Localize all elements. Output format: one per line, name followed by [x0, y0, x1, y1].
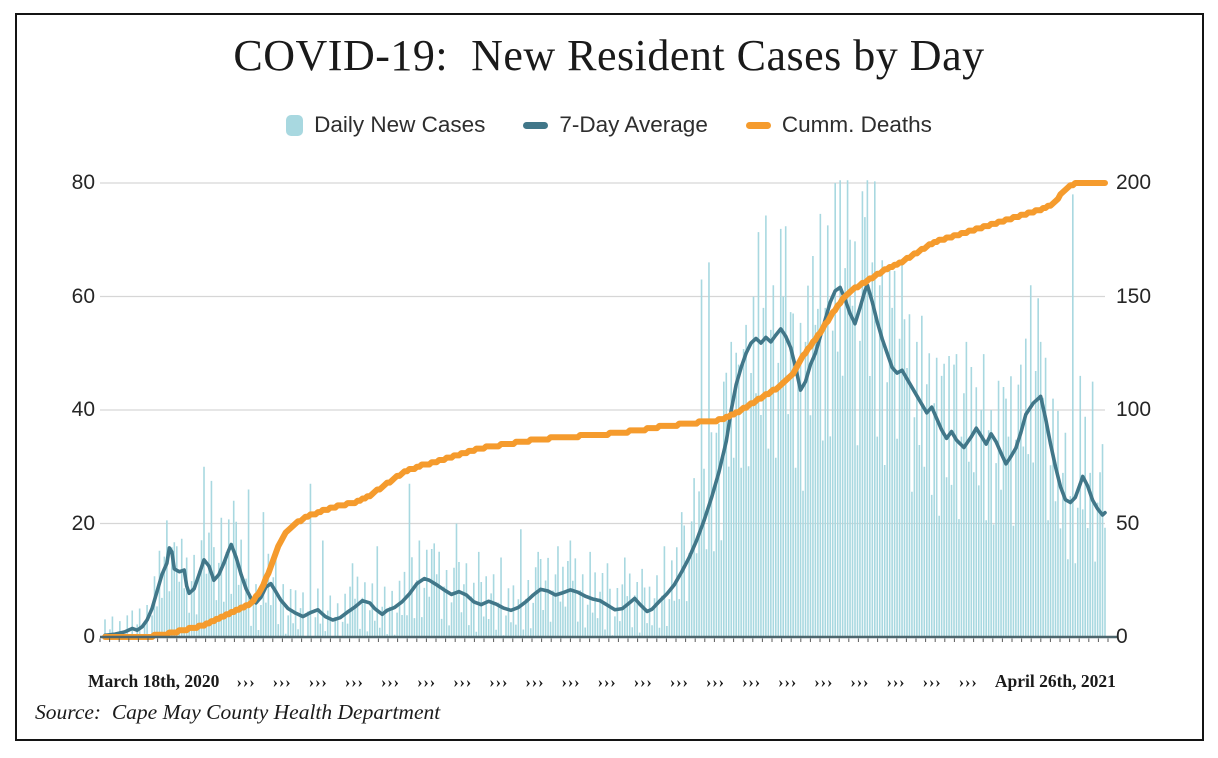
seven-day-average-line: [103, 283, 1107, 638]
x-axis-minor-ticks: [99, 638, 1109, 642]
x-axis-skip-label: ›››: [922, 674, 942, 691]
x-axis-skip-label: ›››: [236, 674, 256, 691]
x-axis-skip-label: ›››: [344, 674, 364, 691]
legend-label: Daily New Cases: [314, 112, 486, 137]
daily-new-cases-swatch-icon: [286, 114, 304, 136]
y-axis-right-tick-label: 0: [1116, 625, 1128, 648]
x-axis-skip-label: ›››: [561, 674, 581, 691]
source-citation: Source: Cape May County Health Departmen…: [35, 700, 441, 724]
x-axis-skip-label: ›››: [453, 674, 473, 691]
x-axis-end-date-label: April 26th, 2021: [994, 671, 1116, 691]
y-axis-right-tick-label: 200: [1116, 171, 1152, 194]
x-axis-skip-label: ›››: [850, 674, 870, 691]
x-axis-skip-label: ›››: [705, 674, 725, 691]
x-axis-skip-label: ›››: [886, 674, 906, 691]
seven-day-average-swatch-icon: [523, 121, 549, 129]
x-axis-skip-label: ›››: [597, 674, 617, 691]
y-axis-left-tick-label: 80: [71, 171, 95, 194]
cumm-deaths-swatch-icon: [745, 121, 771, 129]
legend-item-daily-new-cases: Daily New Cases: [286, 112, 485, 138]
y-axis-right-tick-label: 50: [1116, 511, 1140, 535]
y-axis-right-tick-label: 150: [1116, 284, 1152, 308]
x-axis-skip-label: ›››: [958, 674, 978, 691]
x-axis-skip-label: ›››: [742, 674, 762, 691]
daily-new-cases-bars: [104, 180, 1106, 637]
x-axis-skip-label: ›››: [525, 674, 545, 691]
legend-label: 7-Day Average: [559, 112, 708, 137]
x-axis-start-date-label: March 18th, 2020: [88, 671, 220, 691]
x-axis-skip-label: ›››: [417, 674, 437, 691]
x-axis-skip-label: ›››: [380, 674, 400, 691]
y-axis-right-tick-label: 100: [1116, 398, 1152, 421]
x-axis-skip-label: ›››: [669, 674, 689, 691]
y-axis-left-tick-label: 20: [71, 511, 95, 535]
x-axis-skip-label: ›››: [814, 674, 834, 691]
chart-title: COVID-19: New Resident Cases by Day: [233, 31, 985, 80]
legend-label: Cumm. Deaths: [781, 112, 932, 137]
x-axis-skip-label: ›››: [489, 674, 509, 691]
x-axis: March 18th, 2020 ››› ››› ››› ››› ››› ››› ››› ›››…: [88, 671, 1116, 692]
legend-item-cumm-deaths: Cumm. Deaths: [745, 112, 932, 138]
y-axis-left-tick-label: 60: [71, 284, 95, 308]
y-axis-left-tick-label: 40: [71, 398, 95, 421]
x-axis-skip-label: ›››: [633, 674, 653, 691]
legend-item-seven-day-average: 7-Day Average: [523, 112, 708, 138]
x-axis-skip-label: ›››: [778, 674, 798, 691]
x-axis-skip-label: ›››: [308, 674, 328, 691]
chart-legend: Daily New Cases 7-Day Average Cumm. Deat…: [0, 112, 1218, 138]
y-axis-left-tick-label: 0: [83, 625, 95, 648]
cumm-deaths-line: [102, 180, 1108, 640]
x-axis-skip-label: ›››: [272, 674, 292, 691]
